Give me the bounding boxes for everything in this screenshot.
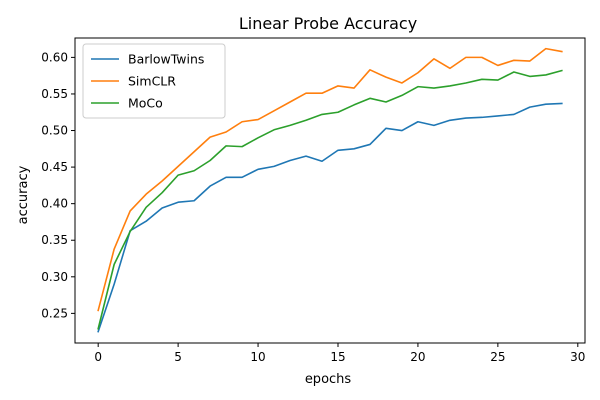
x-tick-label: 30: [570, 350, 585, 364]
y-axis-label: accuracy: [16, 165, 31, 224]
series-line-simclr: [97, 47, 563, 312]
legend-label-barlowtwins: BarlowTwins: [128, 52, 204, 67]
x-tick-label: 20: [410, 350, 425, 364]
legend-label-simclr: SimCLR: [128, 74, 176, 89]
plot-area: [97, 47, 563, 333]
y-tick-label: 0.55: [41, 87, 68, 101]
y-axis: 0.25 0.30 0.35 0.40 0.45 0.50 0.55 0.60: [41, 50, 75, 320]
legend-box: [82, 43, 226, 119]
y-tick-label: 0.25: [41, 306, 68, 320]
legend: BarlowTwins SimCLR MoCo: [82, 43, 226, 119]
x-tick-label: 5: [174, 350, 182, 364]
y-tick-label: 0.60: [41, 50, 68, 64]
y-tick-label: 0.30: [41, 270, 68, 284]
plot-frame: [74, 37, 586, 344]
x-tick-label: 0: [94, 350, 102, 364]
legend-label-moco: MoCo: [128, 96, 163, 111]
series-line-moco: [97, 69, 563, 330]
y-tick-label: 0.40: [41, 197, 68, 211]
y-tick-label: 0.35: [41, 233, 68, 247]
x-axis: 0 5 10 15 20 25 30: [94, 343, 585, 364]
series-line-barlowtwins: [97, 102, 563, 333]
x-axis-label: epochs: [305, 372, 352, 387]
x-tick-label: 25: [490, 350, 505, 364]
chart-title: Linear Probe Accuracy: [239, 14, 417, 33]
x-tick-label: 10: [250, 350, 265, 364]
y-tick-label: 0.45: [41, 160, 68, 174]
x-tick-label: 15: [330, 350, 345, 364]
y-tick-label: 0.50: [41, 124, 68, 138]
